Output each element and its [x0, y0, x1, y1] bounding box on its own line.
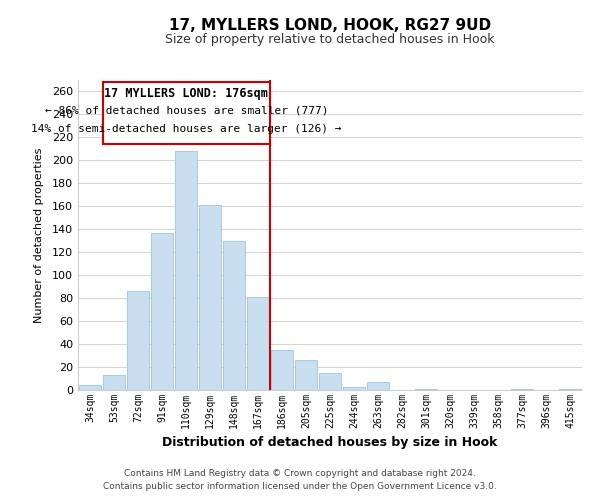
- Text: Contains HM Land Registry data © Crown copyright and database right 2024.: Contains HM Land Registry data © Crown c…: [124, 468, 476, 477]
- Bar: [103, 375, 125, 390]
- Text: 17, MYLLERS LOND, HOOK, RG27 9UD: 17, MYLLERS LOND, HOOK, RG27 9UD: [169, 18, 491, 32]
- FancyBboxPatch shape: [103, 82, 269, 144]
- Bar: [343, 386, 365, 390]
- Text: Size of property relative to detached houses in Hook: Size of property relative to detached ho…: [165, 32, 495, 46]
- Bar: [511, 389, 533, 390]
- Text: ← 86% of detached houses are smaller (777): ← 86% of detached houses are smaller (77…: [44, 106, 328, 116]
- X-axis label: Distribution of detached houses by size in Hook: Distribution of detached houses by size …: [163, 436, 497, 450]
- Bar: [271, 350, 293, 390]
- Y-axis label: Number of detached properties: Number of detached properties: [34, 148, 44, 322]
- Bar: [79, 386, 101, 390]
- Bar: [367, 382, 389, 390]
- Bar: [295, 360, 317, 390]
- Bar: [415, 389, 437, 390]
- Bar: [247, 297, 269, 390]
- Bar: [223, 240, 245, 390]
- Text: 14% of semi-detached houses are larger (126) →: 14% of semi-detached houses are larger (…: [31, 124, 341, 134]
- Bar: [151, 232, 173, 390]
- Text: Contains public sector information licensed under the Open Government Licence v3: Contains public sector information licen…: [103, 482, 497, 491]
- Bar: [559, 389, 581, 390]
- Bar: [199, 205, 221, 390]
- Text: 17 MYLLERS LOND: 176sqm: 17 MYLLERS LOND: 176sqm: [104, 87, 268, 100]
- Bar: [127, 292, 149, 390]
- Bar: [319, 373, 341, 390]
- Bar: [175, 151, 197, 390]
